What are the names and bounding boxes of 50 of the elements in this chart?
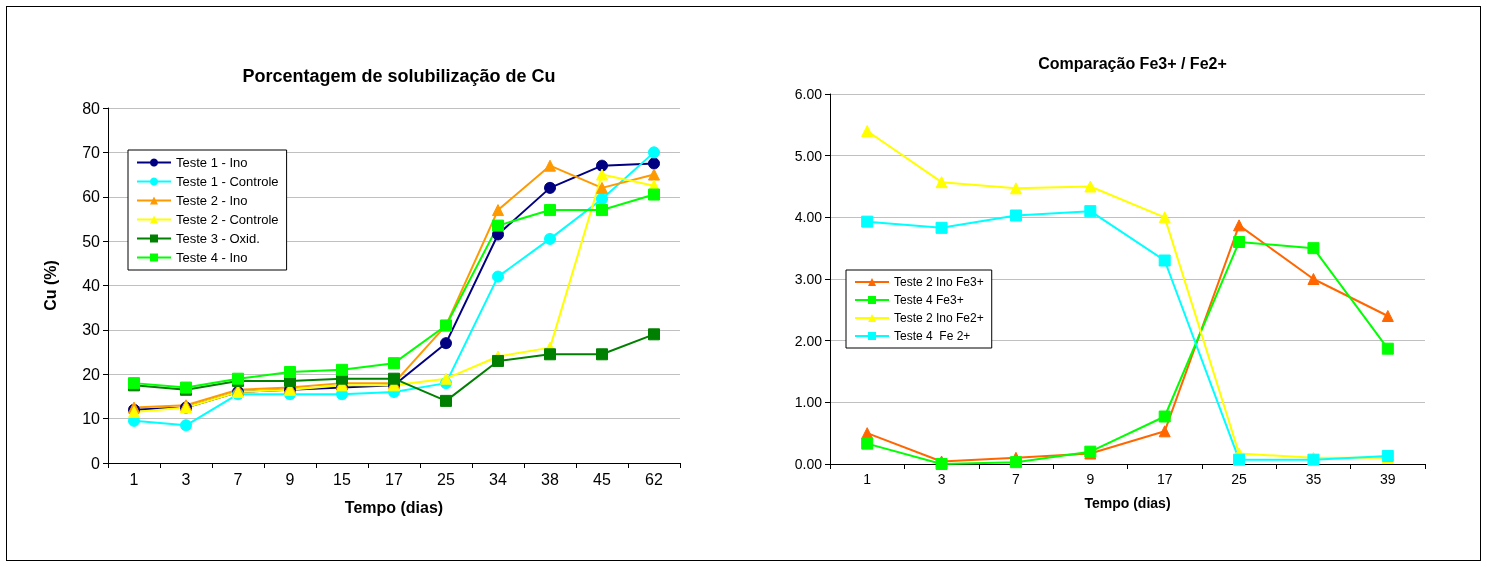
x-axis-title: Tempo (dias)	[344, 498, 444, 516]
y-tick-label: 5.00	[794, 147, 823, 164]
y-tick-label: 30	[82, 321, 101, 339]
x-tick-label: 17	[385, 470, 403, 488]
x-tick-label: 17	[1156, 471, 1173, 487]
y-tick-label: 0	[91, 454, 101, 472]
x-tick-label: 62	[645, 470, 663, 488]
x-tick-label: 15	[333, 470, 351, 488]
y-tick-label: 10	[82, 410, 101, 428]
legend-label: Teste 1 - Controle	[176, 174, 279, 189]
y-tick-label: 70	[82, 143, 101, 161]
x-tick-label: 9	[285, 470, 295, 488]
legend-label: Teste 1 - Ino	[176, 155, 248, 170]
chart-title: Porcentagem de solubilização de Cu	[242, 66, 556, 86]
x-tick-label: 45	[593, 470, 611, 488]
y-tick-label: 3.00	[794, 271, 823, 287]
x-tick-label: 3	[937, 471, 946, 487]
legend-label: Teste 2 - Controle	[176, 212, 279, 227]
legend-label: Teste 4 - Ino	[176, 250, 248, 265]
x-tick-label: 3	[181, 470, 191, 488]
x-tick-label: 38	[541, 470, 559, 488]
x-axis-title: Tempo (dias)	[1084, 495, 1171, 511]
x-tick-label: 1	[129, 470, 139, 488]
y-tick-label: 20	[82, 365, 101, 383]
chart-title: Comparação Fe3+ / Fe2+	[1038, 54, 1227, 72]
legend-label: Teste 3 - Oxid.	[176, 231, 260, 246]
y-tick-label: 60	[82, 188, 101, 206]
legend-label: Teste 2 Ino Fe3+	[894, 275, 984, 289]
x-tick-label: 34	[489, 470, 507, 488]
y-axis-title: Cu (%)	[41, 260, 59, 311]
y-tick-label: 80	[82, 99, 101, 117]
x-tick-label: 35	[1305, 471, 1322, 487]
y-tick-label: 50	[82, 232, 101, 250]
x-tick-label: 1	[863, 471, 872, 487]
x-tick-label: 9	[1086, 471, 1095, 487]
legend-label: Teste 4 Fe 2+	[894, 329, 971, 343]
x-tick-label: 7	[1012, 471, 1021, 487]
x-tick-label: 39	[1380, 471, 1396, 487]
legend-label: Teste 4 Fe3+	[894, 293, 964, 307]
y-tick-label: 4.00	[794, 209, 823, 226]
y-tick-label: 40	[82, 277, 101, 294]
y-tick-label: 6.00	[794, 86, 823, 102]
legend-label: Teste 2 Ino Fe2+	[894, 311, 984, 325]
x-tick-label: 7	[233, 470, 243, 488]
y-tick-label: 1.00	[794, 394, 823, 411]
legend-label: Teste 2 - Ino	[176, 193, 248, 208]
y-tick-label: 0.00	[794, 456, 823, 472]
y-tick-label: 2.00	[794, 332, 823, 349]
x-tick-label: 25	[1231, 471, 1248, 487]
x-tick-label: 25	[437, 470, 455, 488]
